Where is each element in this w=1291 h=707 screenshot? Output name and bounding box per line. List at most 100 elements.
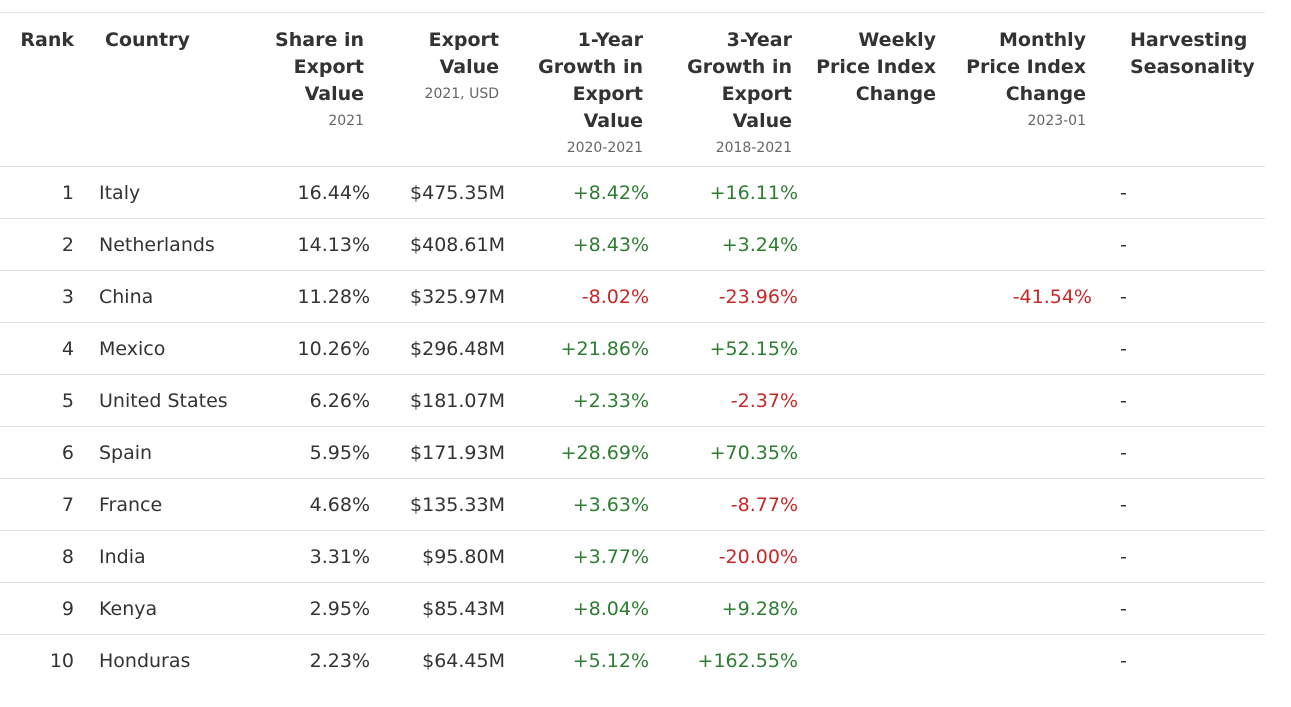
table-row[interactable]: 4 Mexico 10.26% $296.48M +21.86% +52.15% - — [0, 323, 1265, 375]
cell-country: United States — [99, 389, 228, 412]
cell-harvesting-seasonality: - — [1120, 233, 1127, 256]
cell-country: India — [99, 545, 146, 568]
cell-rank: 8 — [61, 545, 74, 568]
cell-export-value: $135.33M — [410, 493, 505, 516]
header-country[interactable]: Country — [82, 13, 252, 167]
cell-weekly-price — [800, 323, 944, 375]
cell-share: 2.95% — [309, 597, 370, 620]
cell-rank: 10 — [49, 649, 74, 672]
cell-harvesting-seasonality: - — [1120, 441, 1127, 464]
table-row[interactable]: 8 India 3.31% $95.80M +3.77% -20.00% - — [0, 531, 1265, 583]
cell-monthly-price — [944, 427, 1094, 479]
cell-rank: 3 — [61, 285, 74, 308]
table-row[interactable]: 5 United States 6.26% $181.07M +2.33% -2.37% - — [0, 375, 1265, 427]
table-row[interactable]: 2 Netherlands 14.13% $408.61M +8.43% +3.24% - — [0, 219, 1265, 271]
cell-share: 16.44% — [297, 181, 370, 204]
cell-export-value: $85.43M — [422, 597, 505, 620]
cell-export-value: $64.45M — [422, 649, 505, 672]
cell-growth-1y: +8.43% — [572, 233, 649, 256]
cell-weekly-price — [800, 479, 944, 531]
cell-share: 4.68% — [309, 493, 370, 516]
cell-export-value: $408.61M — [410, 233, 505, 256]
cell-share: 5.95% — [309, 441, 370, 464]
cell-export-value: $181.07M — [410, 389, 505, 412]
table-row[interactable]: 9 Kenya 2.95% $85.43M +8.04% +9.28% - — [0, 583, 1265, 635]
cell-weekly-price — [800, 375, 944, 427]
header-growth-3y[interactable]: 3-Year Growth in Export Value 2018-2021 — [651, 13, 800, 167]
cell-country: France — [99, 493, 163, 516]
table-row[interactable]: 6 Spain 5.95% $171.93M +28.69% +70.35% - — [0, 427, 1265, 479]
cell-country: China — [99, 285, 154, 308]
cell-monthly-price — [944, 479, 1094, 531]
header-harvesting-seasonality-label: Harvesting Seasonality — [1130, 29, 1255, 78]
cell-country: Mexico — [99, 337, 166, 360]
header-share[interactable]: Share in Export Value 2021 — [252, 13, 372, 167]
cell-growth-1y: +2.33% — [572, 389, 649, 412]
cell-weekly-price — [800, 531, 944, 583]
header-rank[interactable]: Rank — [0, 13, 82, 167]
export-table-container: Rank Country Share in Export Value 2021 E… — [0, 12, 1265, 687]
cell-rank: 1 — [61, 181, 74, 204]
cell-harvesting-seasonality: - — [1120, 181, 1127, 204]
header-growth-1y[interactable]: 1-Year Growth in Export Value 2020-2021 — [507, 13, 651, 167]
header-export-value[interactable]: Export Value 2021, USD — [372, 13, 507, 167]
header-monthly-price[interactable]: Monthly Price Index Change 2023-01 — [944, 13, 1094, 167]
cell-growth-1y: +21.86% — [560, 337, 649, 360]
cell-growth-3y: -8.77% — [730, 493, 798, 516]
header-rank-label: Rank — [20, 29, 74, 51]
table-header-row: Rank Country Share in Export Value 2021 E… — [0, 12, 1265, 167]
header-growth-3y-label: 3-Year Growth in Export Value — [687, 29, 792, 132]
cell-country: Kenya — [99, 597, 158, 620]
cell-harvesting-seasonality: - — [1120, 545, 1127, 568]
cell-monthly-price — [944, 323, 1094, 375]
cell-rank: 9 — [61, 597, 74, 620]
cell-rank: 2 — [61, 233, 74, 256]
cell-monthly-price — [944, 635, 1094, 687]
cell-monthly-price — [944, 531, 1094, 583]
header-share-label: Share in Export Value — [275, 29, 364, 105]
cell-export-value: $171.93M — [410, 441, 505, 464]
cell-export-value: $95.80M — [422, 545, 505, 568]
cell-growth-3y: -2.37% — [730, 389, 798, 412]
cell-weekly-price — [800, 635, 944, 687]
cell-growth-1y: +8.04% — [572, 597, 649, 620]
cell-export-value: $325.97M — [410, 285, 505, 308]
cell-share: 3.31% — [309, 545, 370, 568]
cell-rank: 4 — [61, 337, 74, 360]
cell-growth-3y: +162.55% — [697, 649, 798, 672]
cell-export-value: $296.48M — [410, 337, 505, 360]
header-country-label: Country — [105, 29, 190, 51]
table-row[interactable]: 10 Honduras 2.23% $64.45M +5.12% +162.55% - — [0, 635, 1265, 687]
cell-monthly-price — [944, 167, 1094, 219]
cell-harvesting-seasonality: - — [1120, 597, 1127, 620]
cell-growth-3y: +9.28% — [721, 597, 798, 620]
table-body: 1 Italy 16.44% $475.35M +8.42% +16.11% - 2 Nethe… — [0, 167, 1265, 687]
cell-rank: 5 — [61, 389, 74, 412]
table-row[interactable]: 3 China 11.28% $325.97M -8.02% -23.96% -41.54%… — [0, 271, 1265, 323]
cell-rank: 6 — [61, 441, 74, 464]
cell-harvesting-seasonality: - — [1120, 389, 1127, 412]
cell-growth-3y: +3.24% — [721, 233, 798, 256]
cell-country: Netherlands — [99, 233, 215, 256]
cell-share: 10.26% — [297, 337, 370, 360]
cell-harvesting-seasonality: - — [1120, 493, 1127, 516]
cell-growth-3y: +70.35% — [709, 441, 798, 464]
table-row[interactable]: 1 Italy 16.44% $475.35M +8.42% +16.11% - — [0, 167, 1265, 219]
header-weekly-price[interactable]: Weekly Price Index Change — [800, 13, 944, 167]
cell-country: Spain — [99, 441, 153, 464]
cell-harvesting-seasonality: - — [1120, 649, 1127, 672]
cell-share: 14.13% — [297, 233, 370, 256]
cell-growth-3y: -23.96% — [718, 285, 798, 308]
table-row[interactable]: 7 France 4.68% $135.33M +3.63% -8.77% - — [0, 479, 1265, 531]
cell-country: Honduras — [99, 649, 191, 672]
cell-monthly-price: -41.54% — [1012, 285, 1092, 308]
cell-growth-1y: +5.12% — [572, 649, 649, 672]
cell-weekly-price — [800, 427, 944, 479]
header-export-value-label: Export Value — [428, 29, 499, 78]
country-export-table: Rank Country Share in Export Value 2021 E… — [0, 12, 1265, 687]
cell-weekly-price — [800, 167, 944, 219]
cell-growth-1y: +3.77% — [572, 545, 649, 568]
header-harvesting-seasonality[interactable]: Harvesting Seasonality — [1094, 13, 1265, 167]
header-monthly-price-sub: 2023-01 — [1027, 113, 1087, 129]
cell-rank: 7 — [61, 493, 74, 516]
